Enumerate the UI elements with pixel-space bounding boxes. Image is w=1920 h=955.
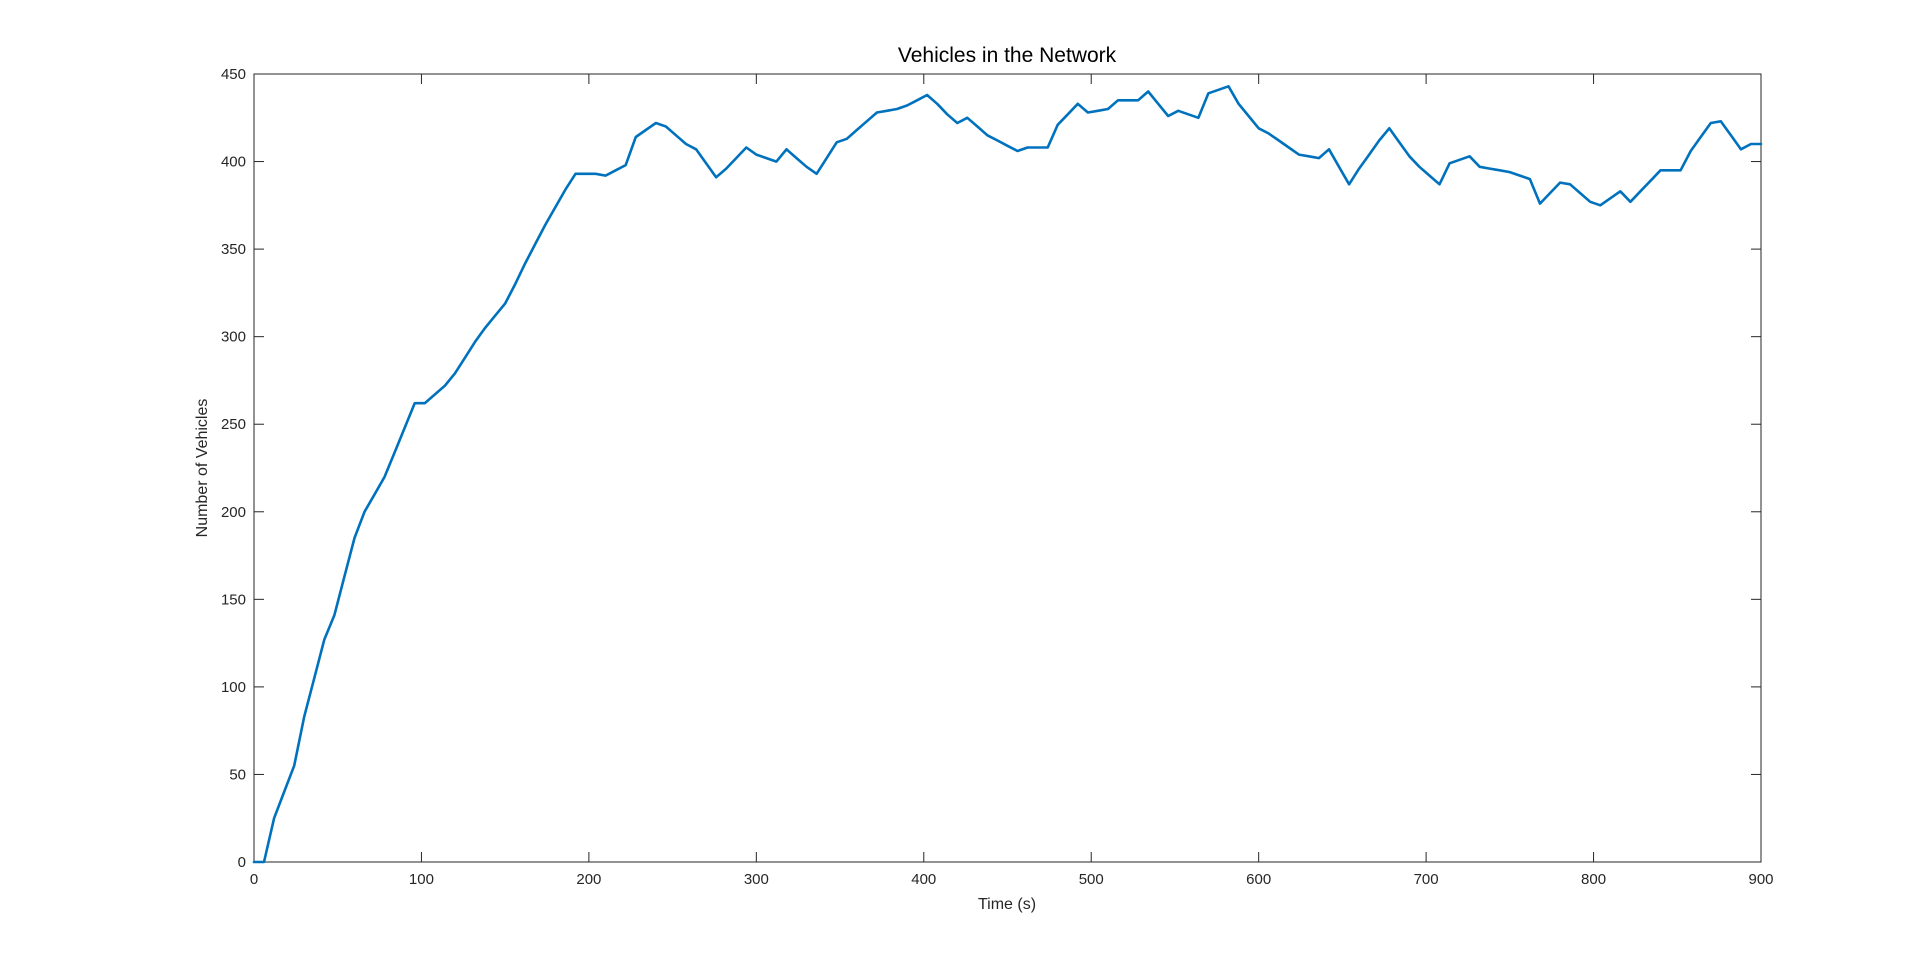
x-tick-label: 0 [250,871,258,888]
x-tick-label: 900 [1748,871,1773,888]
x-tick-label: 200 [576,871,601,888]
y-tick-label: 100 [221,679,246,696]
x-tick-label: 400 [911,871,936,888]
chart-title: Vehicles in the Network [898,44,1117,67]
x-tick-label: 700 [1414,871,1439,888]
x-tick-label: 500 [1079,871,1104,888]
series-group [252,85,1763,864]
y-axis-label: Number of Vehicles [194,399,211,538]
x-tick-label: 100 [409,871,434,888]
y-tick-label: 350 [221,241,246,258]
plot-area [253,73,1762,863]
x-tick-label: 300 [744,871,769,888]
x-tick-label: 800 [1581,871,1606,888]
y-tick-label: 400 [221,154,246,171]
y-tick-label: 300 [221,329,246,346]
x-tick-labels: 0 100 200 300 400 500 600 700 800 900 [250,871,1774,888]
y-tick-label: 200 [221,504,246,521]
x-tick-label: 600 [1246,871,1271,888]
y-tick-label: 450 [221,66,246,83]
y-tick-label: 0 [238,854,246,871]
y-tick-label: 150 [221,591,246,608]
x-axis-label: Time (s) [978,896,1036,913]
y-tick-label: 250 [221,416,246,433]
y-tick-label: 50 [229,766,246,783]
y-tick-labels: 0 50 100 150 200 250 300 350 400 450 [221,66,246,871]
series-line [252,85,1763,864]
